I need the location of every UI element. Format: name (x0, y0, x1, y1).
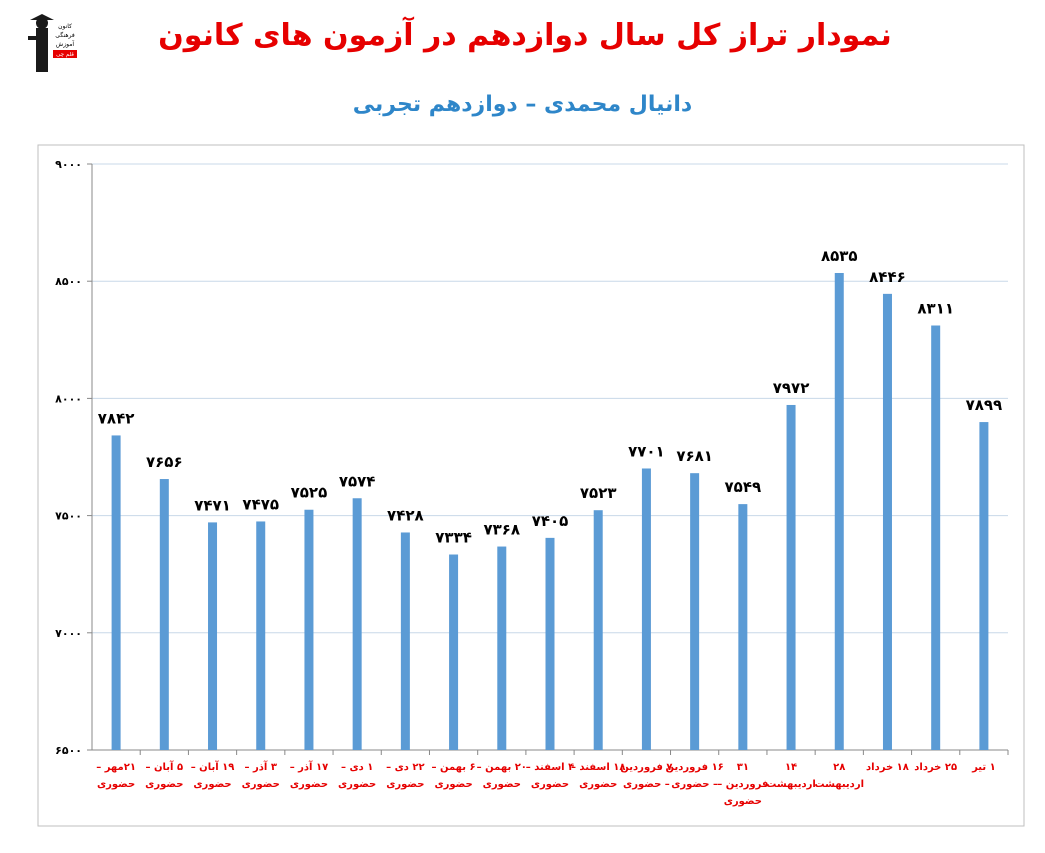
x-category-label: ۱۶ فروردین (665, 762, 723, 773)
bar (593, 510, 603, 750)
x-category-label: ۲۸ (833, 762, 845, 773)
data-label: ۸۵۳۵ (821, 247, 858, 265)
bar (738, 504, 748, 750)
x-category-label: ۴ اسفند – (526, 762, 574, 773)
x-category-label: ۳ آذر – (245, 760, 277, 773)
x-category-label: حضوری (338, 779, 376, 790)
x-category-label: حضوری (531, 779, 569, 790)
bar (545, 537, 555, 750)
data-label: ۷۸۴۲ (98, 409, 135, 427)
y-tick-label: ۸۰۰۰ (55, 392, 82, 405)
logo-text-3: آموزش (56, 39, 75, 48)
x-category-label: – حضوری (671, 779, 718, 790)
bar (400, 532, 410, 750)
bars (111, 272, 989, 750)
logo-text-1: کانون (58, 23, 72, 30)
plot-frame (37, 144, 1025, 827)
x-category-label: – حضوری (623, 779, 670, 790)
bar (352, 498, 362, 750)
logo-text-4: قلم چی (56, 52, 74, 58)
x-category-label: اردیبهشت (766, 779, 816, 790)
kanoon-logo-icon: کانون فرهنگی آموزش قلم چی (20, 14, 78, 78)
bar (256, 521, 266, 750)
x-category-label: حضوری (434, 779, 472, 790)
data-label: ۷۵۷۴ (339, 472, 376, 490)
bar (304, 509, 314, 750)
x-category-label: حضوری (97, 779, 135, 790)
bar (159, 479, 169, 750)
x-category-label: ۱۹ آبان – (191, 760, 235, 773)
x-category-label: اردیبهشت (814, 779, 864, 790)
x-category-label: ۲۲ دی – (386, 762, 424, 773)
bar (449, 554, 459, 750)
bar (111, 435, 121, 750)
bar (786, 404, 796, 750)
bar (497, 546, 507, 750)
x-category-label: ۱ تیر (971, 762, 996, 773)
bar (979, 422, 989, 750)
y-tick-label: ۶۵۰۰ (55, 744, 82, 757)
x-category-label: ۱ دی – (341, 762, 373, 773)
y-axis: ۶۵۰۰ ۷۰۰۰ ۷۵۰۰ ۸۰۰۰ ۸۵۰۰ ۹۰۰۰ (55, 158, 1008, 757)
bar (834, 272, 844, 750)
x-category-label: حضوری (290, 779, 328, 790)
data-label: ۷۵۲۵ (291, 484, 328, 502)
x-category-label: حضوری (386, 779, 424, 790)
x-category-label: حضوری (193, 779, 231, 790)
x-category-label: ۲۰ بهمن – (477, 762, 527, 773)
x-category-label: ۱۸ خرداد (866, 762, 909, 773)
data-label: ۷۴۲۸ (387, 506, 424, 524)
data-label: ۷۷۰۱ (628, 442, 665, 460)
bar (882, 293, 892, 750)
x-category-label: ۱۸ اسفند – (571, 762, 626, 773)
data-label: ۸۳۱۱ (917, 300, 954, 318)
data-label: ۷۴۷۱ (194, 496, 231, 514)
x-category-label: ۲۵ خرداد (914, 762, 957, 773)
data-label: ۷۹۷۲ (773, 379, 810, 397)
x-category-label: ۱۷ آذر – (290, 760, 329, 773)
data-label: ۷۵۲۳ (580, 484, 617, 502)
bar (208, 522, 218, 750)
x-category-label: ۶ بهمن – (432, 762, 476, 773)
data-label: ۷۴۰۵ (532, 512, 569, 530)
data-label: ۷۳۳۴ (435, 529, 472, 547)
y-tick-label: ۷۵۰۰ (55, 510, 82, 523)
chart-title: نمودار تراز کل سال دوازدهم در آزمون های … (158, 18, 892, 53)
chart-subtitle: دانیال محمدی – دوازدهم تجربی (352, 92, 693, 117)
x-category-label: ۲۱مهر – (96, 762, 136, 773)
bar (690, 473, 700, 750)
logo-text-2: فرهنگی (55, 31, 75, 39)
x-category-label: حضوری (145, 779, 183, 790)
data-label: ۷۶۵۶ (146, 453, 183, 471)
data-label: ۷۳۶۸ (483, 521, 520, 539)
data-label: ۷۶۸۱ (676, 447, 713, 465)
data-labels: ۷۸۴۲ ۷۶۵۶ ۷۴۷۱ ۷۴۷۵ ۷۵۲۵ ۷۵۷۴ ۷۴۲۸ ۷۳۳۴ ۷۳۶۸ ۷۴۰۵… (98, 247, 1002, 547)
x-category-label: حضوری (724, 796, 762, 807)
y-tick-label: ۹۰۰۰ (55, 158, 82, 171)
x-category-label: ۷ فروردین (620, 762, 672, 773)
x-category-label: حضوری (579, 779, 617, 790)
y-tick-label: ۷۰۰۰ (55, 627, 82, 640)
bar (931, 325, 941, 750)
x-category-label: حضوری (483, 779, 521, 790)
x-category-label: حضوری (242, 779, 280, 790)
data-label: ۷۵۴۹ (725, 478, 762, 496)
data-label: ۷۸۹۹ (966, 396, 1003, 414)
x-category-label: فروردین – (717, 779, 768, 790)
x-category-label: ۳۱ (737, 762, 749, 773)
x-axis-categories: ۲۱مهر – حضوری ۵ آبان – حضوری ۱۹ آبان – حضوری ۳… (96, 750, 1009, 807)
data-label: ۸۴۴۶ (869, 268, 906, 286)
x-category-label: ۵ آبان – (146, 760, 184, 773)
data-label: ۷۴۷۵ (242, 495, 279, 513)
bar (641, 468, 651, 750)
y-tick-label: ۸۵۰۰ (55, 275, 82, 288)
x-category-label: ۱۴ (785, 762, 797, 773)
